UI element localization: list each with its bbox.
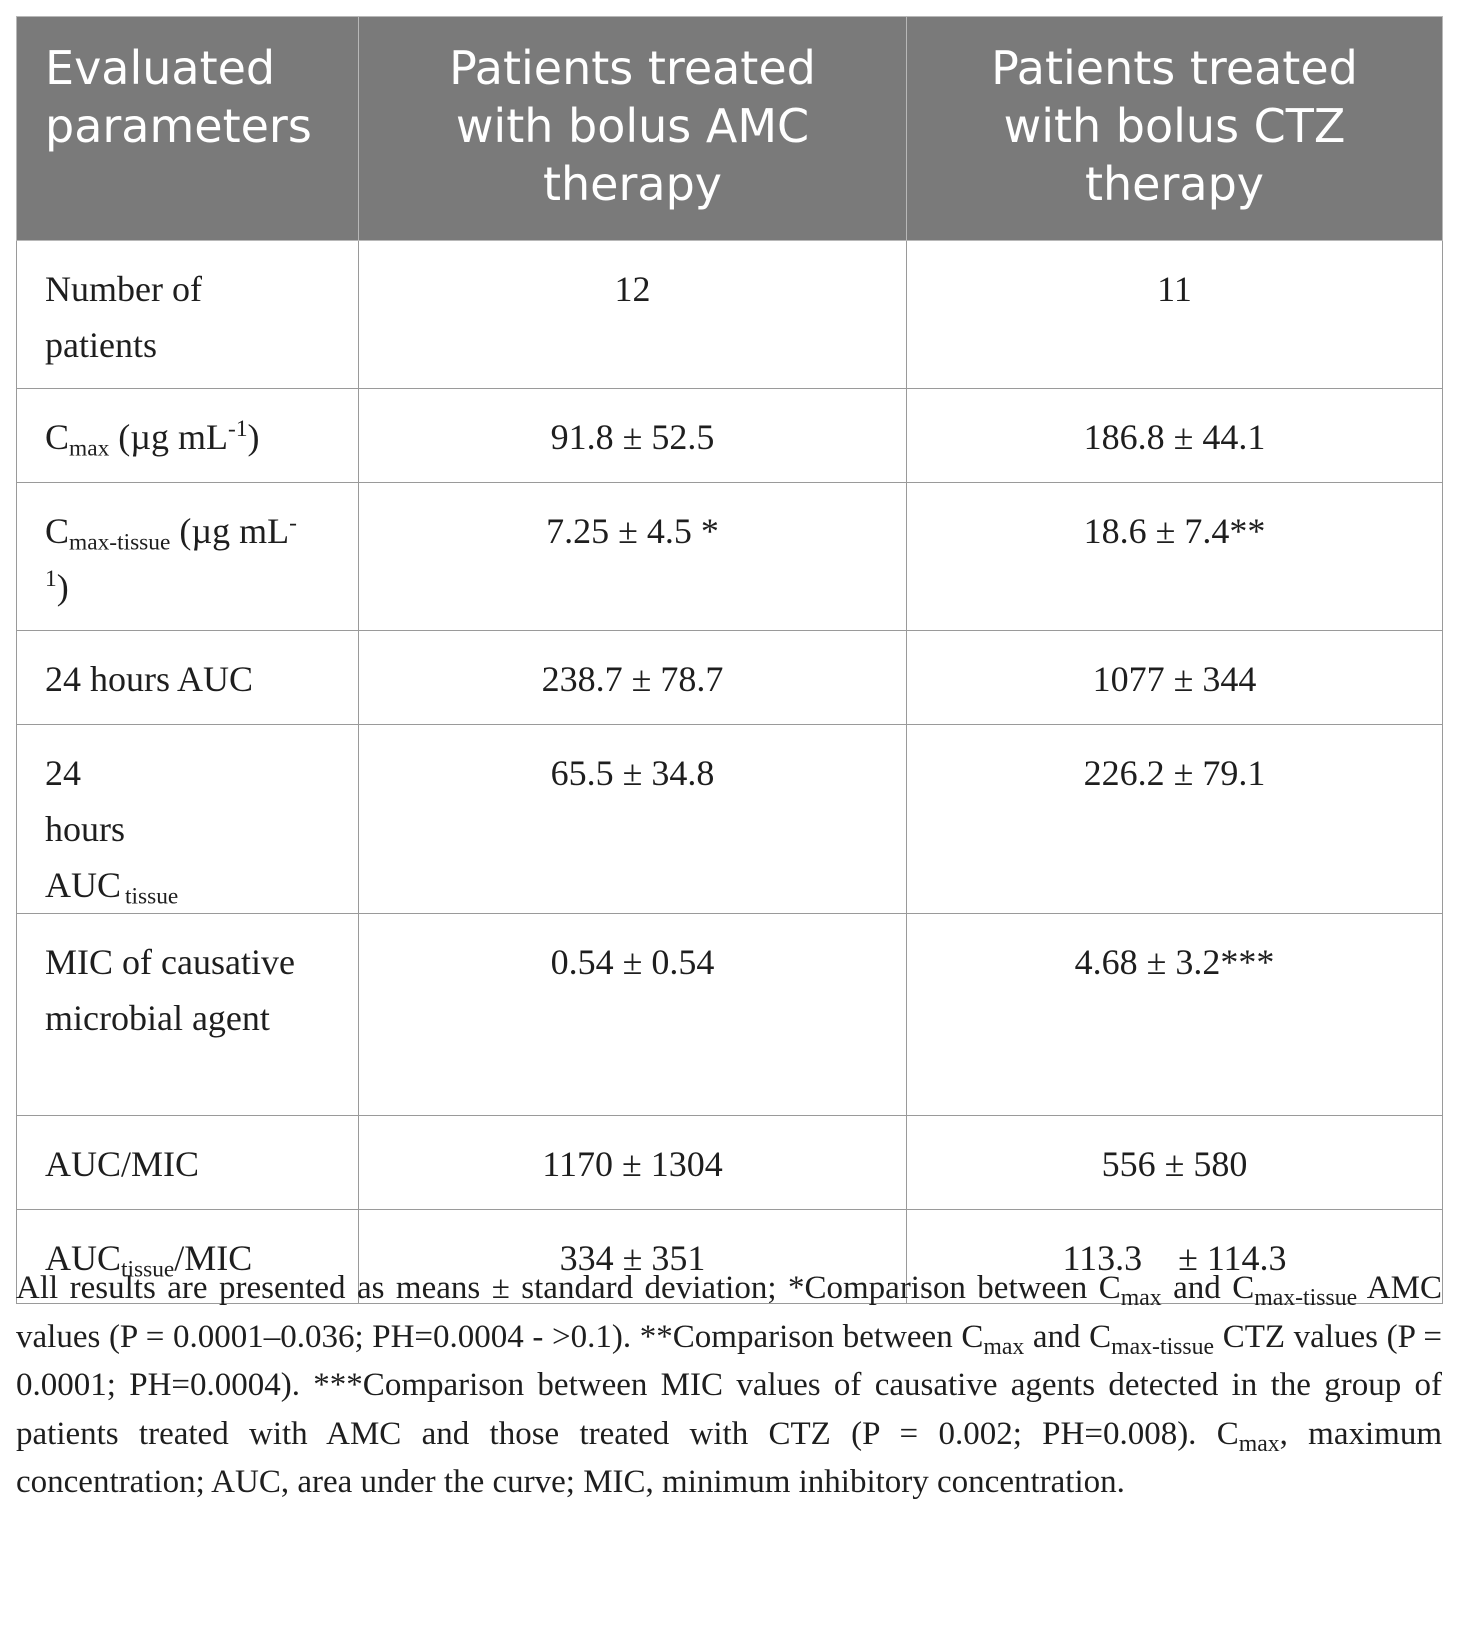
header-row: Evaluated parameters Patients treated wi… — [16, 16, 1443, 241]
pk-table-container: Evaluated parameters Patients treated wi… — [16, 16, 1443, 1304]
table-row: Cmax (µg mL-1) 91.8 ± 52.5 186.8 ± 44.1 — [16, 388, 1443, 483]
amc-value: 91.8 ± 52.5 — [358, 388, 907, 483]
param-cell: Cmax (µg mL-1) — [16, 388, 359, 483]
param-cell: AUC/MIC — [16, 1115, 359, 1210]
amc-value: 65.5 ± 34.8 — [358, 724, 907, 914]
amc-value: 238.7 ± 78.7 — [358, 630, 907, 725]
ctz-value: 11 — [906, 240, 1443, 389]
table-footnote: All results are presented as means ± sta… — [16, 1270, 1443, 1500]
header-evaluated-parameters: Evaluated parameters — [16, 16, 359, 241]
amc-value: 1170 ± 1304 — [358, 1115, 907, 1210]
table-row: 24 hours AUC tissue 65.5 ± 34.8 226.2 ± 7… — [16, 724, 1443, 914]
amc-value: 12 — [358, 240, 907, 389]
ctz-value: 113.3 ± 114.3 — [906, 1209, 1443, 1304]
param-cell: Cmax-tissue (µg mL-1) — [16, 482, 359, 631]
ctz-value: 556 ± 580 — [906, 1115, 1443, 1210]
ctz-value: 226.2 ± 79.1 — [906, 724, 1443, 914]
table-row: AUC/MIC 1170 ± 1304 556 ± 580 — [16, 1115, 1443, 1210]
param-cell: AUCtissue/MIC — [16, 1209, 359, 1304]
table-row: Number of patients 12 11 — [16, 240, 1443, 389]
param-cell: 24 hours AUC tissue — [16, 724, 359, 914]
ctz-value: 1077 ± 344 — [906, 630, 1443, 725]
param-cell: MIC of causative microbial agent — [16, 913, 359, 1116]
amc-value: 7.25 ± 4.5 * — [358, 482, 907, 631]
table-row: AUCtissue/MIC 334 ± 351 113.3 ± 114.3 — [16, 1209, 1443, 1304]
header-amc-group: Patients treated with bolus AMC therapy — [358, 16, 907, 241]
pharmacokinetic-table: Evaluated parameters Patients treated wi… — [16, 16, 1443, 1304]
amc-value: 0.54 ± 0.54 — [358, 913, 907, 1116]
ctz-value: 186.8 ± 44.1 — [906, 388, 1443, 483]
ctz-value: 18.6 ± 7.4** — [906, 482, 1443, 631]
header-ctz-group: Patients treated with bolus CTZ therapy — [906, 16, 1443, 241]
table-row: 24 hours AUC 238.7 ± 78.7 1077 ± 344 — [16, 630, 1443, 725]
table-row: Cmax-tissue (µg mL-1) 7.25 ± 4.5 * 18.6 … — [16, 482, 1443, 631]
param-cell: 24 hours AUC — [16, 630, 359, 725]
param-cell: Number of patients — [16, 240, 359, 389]
ctz-value: 4.68 ± 3.2*** — [906, 913, 1443, 1116]
table-row: MIC of causative microbial agent 0.54 ± … — [16, 913, 1443, 1116]
